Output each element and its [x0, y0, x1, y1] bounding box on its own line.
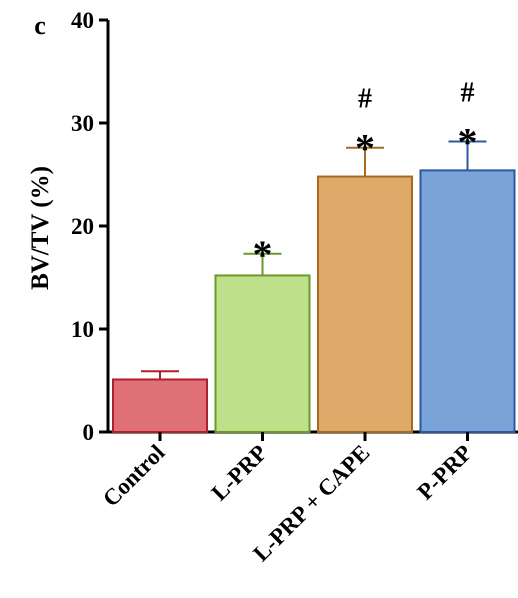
significance-asterisk: * [253, 232, 273, 277]
bar-control [112, 378, 208, 433]
y-tick-label: 20 [71, 214, 94, 239]
bar-p-prp [419, 169, 516, 433]
significance-hash: # [461, 78, 475, 109]
panel-label: c [34, 11, 46, 40]
bars: * * # * # [112, 78, 516, 433]
x-tick-label: P-PRP [412, 440, 477, 505]
y-tick-label: 0 [83, 420, 95, 445]
x-tick-label: L-PRP [206, 440, 272, 506]
y-tick-label: 40 [71, 8, 94, 33]
y-tick-label: 10 [71, 317, 94, 342]
y-tick-label: 30 [71, 111, 94, 136]
significance-asterisk: * [355, 126, 375, 171]
significance-asterisk: * [458, 120, 478, 165]
significance-hash: # [358, 84, 372, 115]
y-ticks: 0 10 20 30 40 [71, 8, 108, 445]
bar-l-prp-cape [317, 175, 413, 433]
x-tick-label: Control [98, 440, 170, 512]
bar-l-prp [214, 274, 311, 433]
y-axis-label: BV/TV (%) [27, 166, 54, 290]
